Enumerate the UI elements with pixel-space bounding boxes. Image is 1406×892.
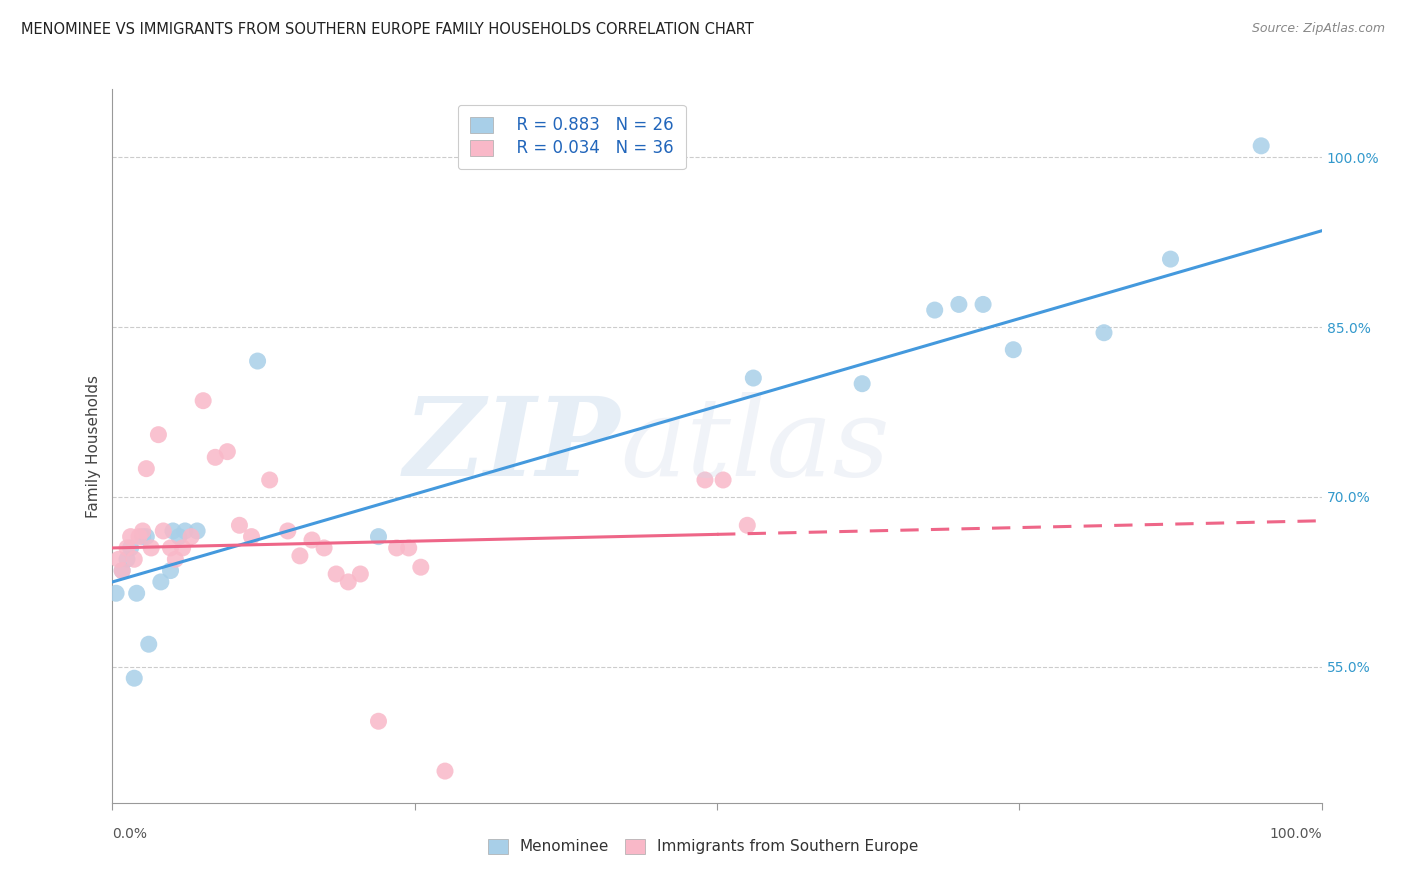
Point [711,473,734,487]
Point [172,541,194,555]
Point [1092,326,1115,340]
Point [409,560,432,574]
Point [111,564,134,578]
Point [107,552,129,566]
Point [120,530,142,544]
Text: MENOMINEE VS IMMIGRANTS FROM SOUTHERN EUROPE FAMILY HOUSEHOLDS CORRELATION CHART: MENOMINEE VS IMMIGRANTS FROM SOUTHERN EU… [21,22,754,37]
Point [165,552,187,566]
Text: 0.0%: 0.0% [112,827,148,841]
Point [385,541,408,555]
Point [948,297,970,311]
Point [148,427,170,442]
Point [325,566,347,581]
Point [159,541,181,555]
Point [312,541,335,555]
Text: ZIP: ZIP [404,392,620,500]
Text: 100.0%: 100.0% [1270,827,1322,841]
Point [105,586,128,600]
Text: Source: ZipAtlas.com: Source: ZipAtlas.com [1251,22,1385,36]
Point [693,473,716,487]
Point [152,524,174,538]
Point [277,524,299,538]
Point [367,714,389,729]
Y-axis label: Family Households: Family Households [86,375,101,517]
Point [125,586,148,600]
Point [434,764,457,778]
Point [924,303,946,318]
Point [135,530,157,544]
Point [149,574,172,589]
Legend: Menominee, Immigrants from Southern Europe: Menominee, Immigrants from Southern Euro… [481,831,925,862]
Point [162,524,184,538]
Point [246,354,269,368]
Point [217,444,239,458]
Text: atlas: atlas [620,392,890,500]
Point [398,541,420,555]
Point [191,393,214,408]
Point [1002,343,1025,357]
Point [115,552,138,566]
Point [135,461,157,475]
Point [174,524,197,538]
Point [122,671,145,685]
Point [1250,138,1272,153]
Point [132,524,155,538]
Point [737,518,759,533]
Point [851,376,873,391]
Point [138,637,160,651]
Point [288,549,311,563]
Point [367,530,389,544]
Point [159,564,181,578]
Legend:   R = 0.883   N = 26,   R = 0.034   N = 36: R = 0.883 N = 26, R = 0.034 N = 36 [458,104,686,169]
Point [228,518,250,533]
Point [122,552,145,566]
Point [259,473,281,487]
Point [742,371,765,385]
Point [180,530,202,544]
Point [337,574,360,589]
Point [141,541,163,555]
Point [128,530,150,544]
Point [111,564,134,578]
Point [301,533,323,547]
Point [120,541,142,555]
Point [972,297,994,311]
Point [349,566,371,581]
Point [1159,252,1181,266]
Point [204,450,226,465]
Point [132,530,155,544]
Point [115,541,138,555]
Point [186,524,208,538]
Point [240,530,263,544]
Point [167,530,190,544]
